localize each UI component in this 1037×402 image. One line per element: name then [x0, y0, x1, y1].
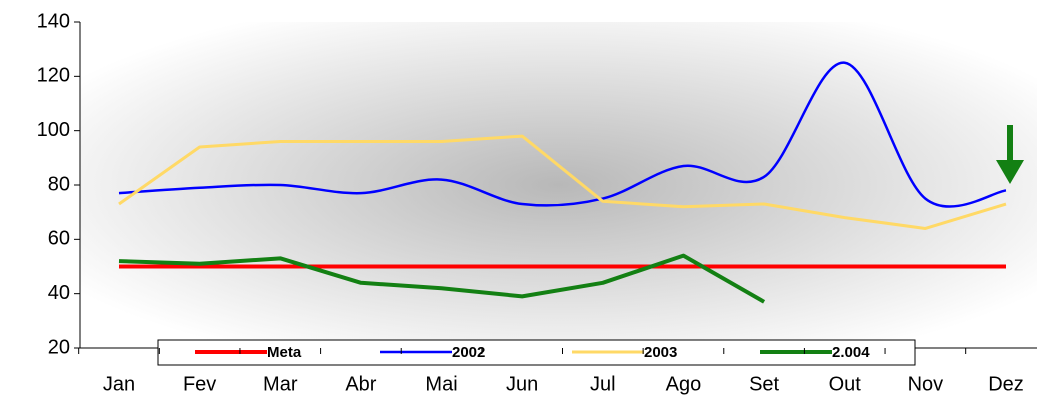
- y-tick-label: 100: [37, 119, 70, 141]
- legend-label: 2002: [452, 344, 485, 361]
- y-tick-label: 20: [48, 336, 70, 358]
- series-line: [118, 253, 766, 304]
- y-tick-label: 40: [48, 282, 70, 304]
- x-tick-label: Out: [829, 373, 862, 395]
- legend-label: Meta: [267, 344, 302, 361]
- x-tick-label: Set: [749, 373, 779, 395]
- y-tick-label: 120: [37, 65, 70, 87]
- x-tick-label: Mar: [263, 373, 298, 395]
- series-line: [118, 61, 1007, 208]
- x-tick-label: Nov: [908, 373, 944, 395]
- x-tick-label: Jul: [590, 373, 616, 395]
- x-tick-label: Fev: [183, 373, 216, 395]
- y-tick-label: 60: [48, 228, 70, 250]
- legend-label: 2003: [644, 344, 677, 361]
- x-tick-label: Jan: [103, 373, 135, 395]
- series-line: [118, 134, 1007, 230]
- x-tick-label: Dez: [988, 373, 1024, 395]
- x-tick-label: Abr: [345, 373, 376, 395]
- annotation-arrow: [996, 125, 1024, 184]
- x-tick-label: Ago: [666, 373, 702, 395]
- legend-label: 2.004: [832, 344, 870, 361]
- x-tick-label: Mai: [425, 373, 457, 395]
- y-tick-label: 80: [48, 173, 70, 195]
- x-tick-label: Jun: [506, 373, 538, 395]
- plot-area: [80, 22, 1037, 348]
- y-tick-label: 140: [37, 10, 70, 32]
